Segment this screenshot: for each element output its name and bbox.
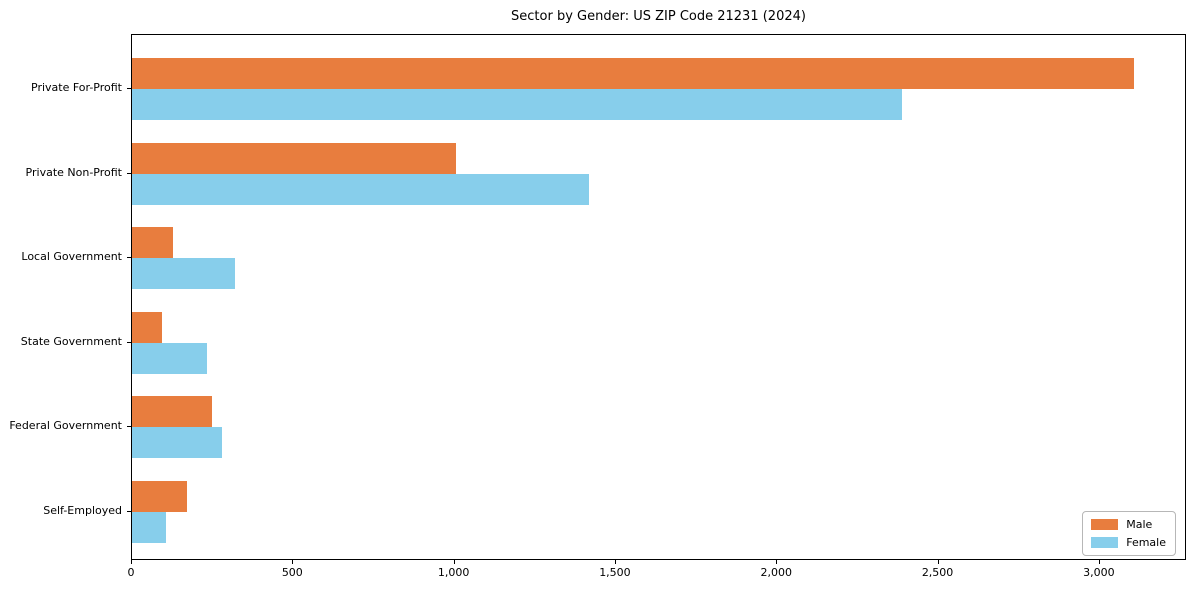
bar-male [132, 396, 213, 427]
x-tick-label: 3,000 [1083, 566, 1115, 579]
x-tick-label: 2,500 [921, 566, 954, 579]
x-tick-mark [453, 560, 455, 564]
bar-female [132, 511, 167, 543]
x-tick-label: 500 [281, 566, 303, 579]
legend-label-male: Male [1126, 518, 1153, 531]
bar-male [132, 58, 1135, 89]
bar-male [132, 227, 174, 258]
x-tick-label: 1,000 [437, 566, 470, 579]
x-tick-mark [937, 560, 939, 564]
legend-label-female: Female [1126, 536, 1166, 549]
x-tick-mark [292, 560, 294, 564]
x-tick-mark [614, 560, 616, 564]
bar-male [132, 311, 163, 343]
x-tick-mark [776, 560, 778, 564]
y-axis-label: Private For-Profit [31, 81, 122, 94]
bar-female [132, 427, 223, 458]
legend-swatch-male [1091, 519, 1119, 530]
y-axis-label: Private Non-Profit [25, 165, 122, 179]
legend-item-female: Female [1091, 536, 1166, 549]
plot-area: Male Female [131, 34, 1186, 560]
legend-swatch-female [1091, 537, 1119, 548]
x-tick-label: 2,000 [760, 566, 793, 579]
x-tick-label: 1,500 [599, 566, 631, 579]
y-axis-label: State Government [20, 334, 122, 348]
y-axis-label: Local Government [21, 250, 122, 263]
bar-male [132, 480, 187, 512]
chart-title: Sector by Gender: US ZIP Code 21231 (202… [511, 9, 806, 24]
bar-male [132, 142, 456, 174]
y-axis-label: Self-Employed [43, 503, 122, 517]
legend-item-male: Male [1091, 518, 1166, 531]
bar-female [132, 173, 589, 205]
legend: Male Female [1082, 511, 1176, 556]
bar-female [132, 342, 208, 374]
y-axis-label: Federal Government [9, 419, 122, 432]
x-tick-mark [1098, 560, 1100, 564]
x-tick-mark [131, 560, 132, 564]
bar-female [132, 89, 902, 120]
x-tick-label: 0 [127, 566, 135, 579]
bar-female [132, 258, 236, 289]
